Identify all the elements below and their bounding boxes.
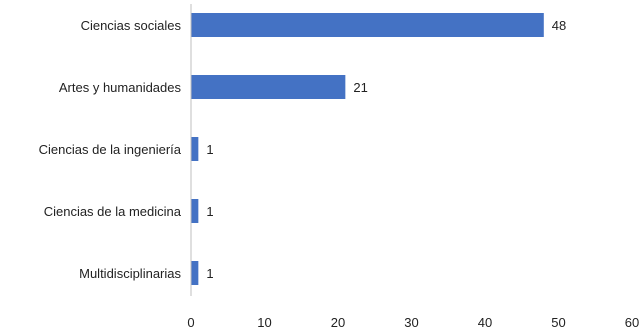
- x-tick-label-2: 20: [331, 315, 345, 329]
- data-label-4: 1: [206, 266, 213, 281]
- category-label-1: Artes y humanidades: [59, 80, 182, 95]
- category-label-4: Multidisciplinarias: [79, 266, 181, 281]
- data-label-3: 1: [206, 204, 213, 219]
- data-label-0: 48: [552, 18, 566, 33]
- data-label-2: 1: [206, 142, 213, 157]
- x-tick-labels: 0 10 20 30 40 50 60: [187, 315, 639, 329]
- bar-0: [191, 13, 544, 37]
- x-tick-label-0: 0: [187, 315, 194, 329]
- category-label-2: Ciencias de la ingeniería: [39, 142, 182, 157]
- bar-2: [191, 137, 199, 161]
- category-label-0: Ciencias sociales: [81, 18, 182, 33]
- category-labels: Ciencias sociales Artes y humanidades Cien…: [39, 18, 182, 281]
- x-tick-label-5: 50: [551, 315, 565, 329]
- x-tick-label-6: 60: [625, 315, 639, 329]
- bar-1: [191, 75, 346, 99]
- bar-4: [191, 261, 199, 285]
- category-label-3: Ciencias de la medicina: [44, 204, 182, 219]
- x-tick-label-1: 10: [257, 315, 271, 329]
- x-tick-label-4: 40: [478, 315, 492, 329]
- x-tick-label-3: 30: [404, 315, 418, 329]
- bars-group: [191, 13, 544, 285]
- bar-3: [191, 199, 199, 223]
- data-label-1: 21: [353, 80, 367, 95]
